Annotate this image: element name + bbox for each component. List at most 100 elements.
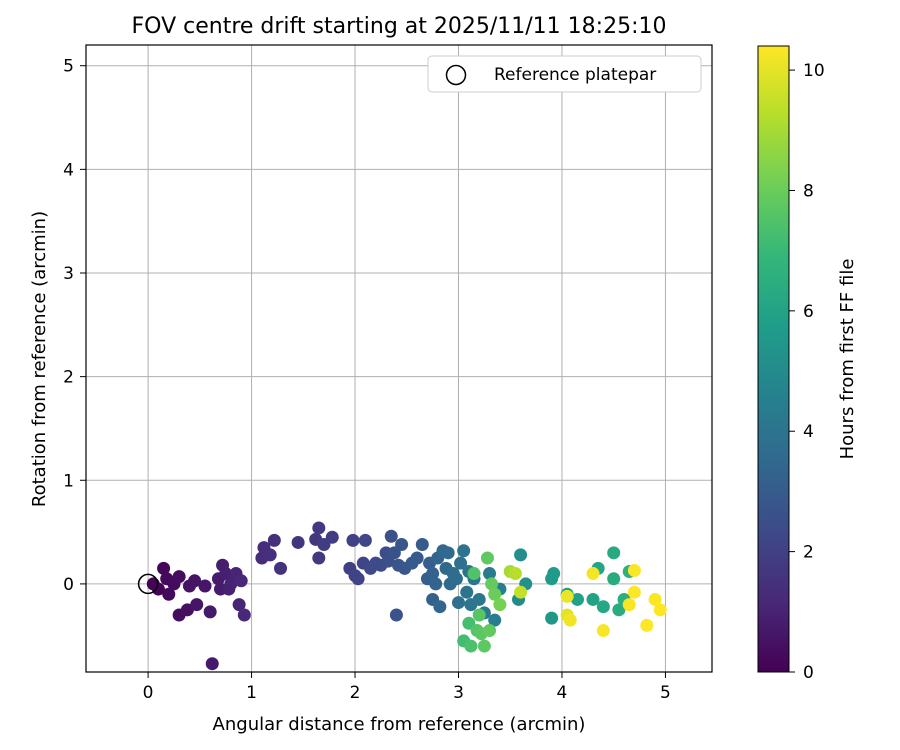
scatter-point (640, 618, 654, 632)
scatter-point (224, 577, 238, 591)
scatter-point (485, 577, 499, 591)
y-axis-label: Rotation from reference (arcmin) (29, 211, 50, 507)
scatter-point (467, 567, 481, 581)
chart-title: FOV centre drift starting at 2025/11/11 … (132, 14, 667, 39)
scatter-point (607, 572, 621, 586)
scatter-point (234, 574, 248, 588)
grid (86, 45, 712, 672)
scatter-point (172, 570, 186, 584)
data-points (146, 521, 667, 671)
scatter-point (429, 577, 443, 591)
scatter-point (472, 592, 486, 606)
scatter-point (483, 567, 497, 581)
reference-platepar-marker (137, 573, 159, 595)
scatter-point (514, 585, 528, 599)
colorbar-tick-label: 10 (803, 61, 825, 81)
scatter-point (563, 613, 577, 627)
colorbar-tick-label: 0 (803, 663, 814, 683)
scatter-point (188, 574, 202, 588)
scatter-point (460, 585, 474, 599)
legend: Reference platepar (427, 55, 702, 93)
scatter-point (457, 544, 471, 558)
scatter-point (312, 521, 326, 535)
y-tick-label: 4 (63, 160, 74, 180)
scatter-point (433, 600, 447, 614)
reference-marker-group (137, 573, 159, 595)
y-tick-label: 0 (63, 575, 74, 595)
y-tick-label: 1 (63, 471, 74, 491)
scatter-point (190, 598, 204, 612)
scatter-point (612, 603, 626, 617)
scatter-point (157, 561, 171, 575)
scatter-point (586, 592, 600, 606)
scatter-point (312, 551, 326, 565)
scatter-point (477, 639, 491, 653)
scatter-point (493, 598, 507, 612)
scatter-point (547, 567, 561, 581)
scatter-point (351, 572, 365, 586)
colorbar-tick-label: 8 (803, 181, 814, 201)
x-axis-label: Angular distance from reference (arcmin) (213, 714, 586, 735)
x-tick-label: 0 (143, 683, 154, 703)
colorbar-tick-label: 6 (803, 302, 814, 322)
scatter-point (162, 587, 176, 601)
scatter-point (480, 551, 494, 565)
scatter-point (198, 579, 212, 593)
scatter-point (627, 563, 641, 577)
scatter-point (622, 598, 636, 612)
scatter-point (219, 567, 233, 581)
scatter-point (488, 613, 502, 627)
scatter-point (267, 533, 281, 547)
scatter-point (263, 548, 277, 562)
scatter-point (508, 567, 522, 581)
scatter-point (389, 608, 403, 622)
legend-entry: Reference platepar (494, 65, 656, 85)
colorbar-gradient (757, 45, 790, 673)
scatter-point (545, 611, 559, 625)
scatter-point (653, 603, 667, 617)
scatter-point (472, 608, 486, 622)
scatter-point (232, 598, 246, 612)
scatter-point (596, 624, 610, 638)
scatter-point (570, 592, 584, 606)
legend-box (427, 55, 702, 93)
x-tick-label: 4 (557, 683, 568, 703)
scatter-point (454, 556, 468, 570)
scatter-point (291, 535, 305, 549)
scatter-point (274, 561, 288, 575)
colorbar-tick-label: 2 (803, 543, 814, 563)
legend-marker-icon (445, 64, 467, 86)
scatter-point (384, 529, 398, 543)
scatter-point (607, 546, 621, 560)
scatter-point (627, 585, 641, 599)
scatter-point (426, 567, 440, 581)
x-tick-label: 2 (350, 683, 361, 703)
scatter-point (410, 551, 424, 565)
y-tick-label: 2 (63, 368, 74, 388)
scatter-point (415, 538, 429, 552)
scatter-point (451, 596, 465, 610)
plot-frame (85, 44, 713, 673)
colorbar: 0 2 4 6 8 10 Hours from first FF file (757, 45, 858, 683)
x-tick-label: 3 (453, 683, 464, 703)
x-axis-ticks: 0 1 2 3 4 5 (143, 672, 671, 703)
x-tick-label: 1 (246, 683, 257, 703)
colorbar-tick-label: 4 (803, 422, 814, 442)
scatter-point (488, 587, 502, 601)
scatter-point (237, 608, 251, 622)
scatter-point (464, 639, 478, 653)
scatter-point (358, 533, 372, 547)
scatter-point (395, 538, 409, 552)
scatter-point (449, 572, 463, 586)
scatter-point (203, 605, 217, 619)
scatter-point (205, 657, 219, 671)
colorbar-ticks: 0 2 4 6 8 10 (789, 61, 825, 683)
scatter-point (346, 533, 360, 547)
scatter-point (596, 600, 610, 614)
scatter-point (325, 530, 339, 544)
y-axis-ticks: 0 1 2 3 4 5 (63, 57, 86, 595)
scatter-point (441, 546, 455, 560)
scatter-point (514, 548, 528, 562)
colorbar-label: Hours from first FF file (837, 259, 858, 460)
